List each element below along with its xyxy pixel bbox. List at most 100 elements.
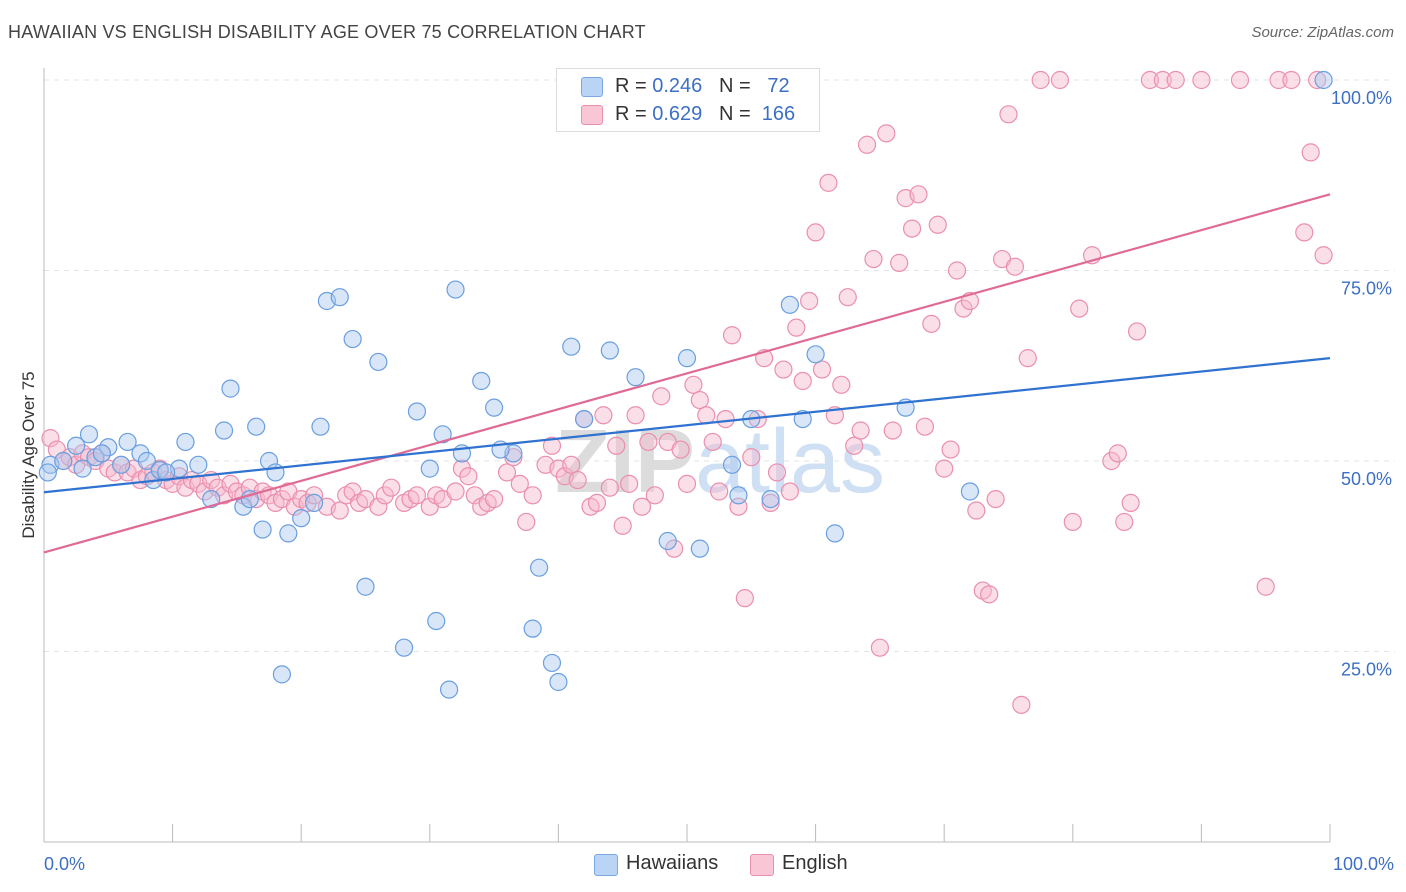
hawaiians-point <box>825 524 844 543</box>
hawaiians-point <box>407 402 427 421</box>
english-point <box>1140 70 1160 90</box>
hawaiians-point <box>369 352 388 372</box>
english-point <box>780 482 799 501</box>
english-point <box>935 459 954 478</box>
english-point <box>105 463 124 482</box>
watermark-zip: ZIP <box>555 412 695 512</box>
bottom-english-label: English <box>782 852 848 874</box>
english-point <box>330 501 349 520</box>
english-point <box>41 429 60 448</box>
english-point <box>517 512 536 532</box>
english-point <box>632 497 652 516</box>
english-point <box>1295 223 1314 242</box>
english-point <box>1102 451 1121 471</box>
english-point <box>375 486 394 505</box>
axes <box>43 68 1331 843</box>
english-point <box>1308 70 1327 90</box>
hawaiians-point <box>427 611 446 631</box>
hawaiians-point <box>485 398 504 417</box>
chart-title: HAWAIIAN VS ENGLISH DISABILITY AGE OVER … <box>8 22 646 42</box>
english-point <box>1018 349 1037 368</box>
english-point <box>671 440 690 459</box>
english-point <box>1301 143 1320 162</box>
hawaiians-point <box>530 558 549 577</box>
hawaiians-point <box>92 444 111 463</box>
hawaiians-point <box>446 280 465 299</box>
hawaiians-point <box>157 463 176 482</box>
english-point <box>722 326 742 345</box>
english-point <box>800 291 819 311</box>
hawaiians-point <box>722 455 742 474</box>
watermark: ZIPatlas <box>555 412 885 512</box>
english-point <box>639 432 658 452</box>
hawaiians-point <box>677 349 697 368</box>
english-point <box>1070 299 1089 318</box>
english-point <box>1050 70 1070 90</box>
hawaiians-point <box>234 497 253 516</box>
english-point <box>459 467 478 486</box>
english-point <box>819 173 838 192</box>
hawaiians-trend-line <box>43 357 1331 494</box>
english-point <box>857 135 877 154</box>
hawaiians-point <box>176 432 195 452</box>
english-point <box>890 253 909 272</box>
hawaiians-point <box>311 417 330 436</box>
english-point <box>562 455 581 474</box>
x-tick-label: 0.0% <box>44 854 85 874</box>
english-point <box>542 436 562 455</box>
english-point <box>1115 512 1134 532</box>
hawaiians-point <box>343 329 362 349</box>
english-point <box>594 406 613 425</box>
english-point <box>626 406 645 425</box>
hawaiians-point <box>761 490 780 509</box>
hawaiians-point <box>112 455 131 474</box>
hawaiians-point <box>247 417 266 436</box>
hawaiians-point <box>600 341 619 360</box>
bottom-hawaiians-swatch <box>594 854 618 876</box>
series-hawaiians <box>38 70 1333 699</box>
hawaiians-point <box>292 509 311 528</box>
english-point <box>620 474 639 493</box>
english-point <box>1166 70 1185 90</box>
english-point <box>452 459 472 478</box>
hawaiians-point <box>304 493 324 513</box>
english-point <box>1012 695 1031 714</box>
hawaiians-point <box>54 451 73 471</box>
english-point <box>1192 70 1211 90</box>
english-swatch <box>581 105 603 125</box>
english-point <box>735 589 754 608</box>
hawaiians-point <box>356 577 375 596</box>
source-label: Source: ZipAtlas.com <box>1251 24 1394 41</box>
hawaiians-point <box>73 459 92 478</box>
x-tick-label: 100.0% <box>1333 854 1394 874</box>
english-point <box>1121 493 1140 513</box>
hawaiians-point <box>330 288 349 307</box>
english-point <box>787 318 806 337</box>
english-point <box>774 360 793 379</box>
english-point <box>806 223 825 242</box>
english-point <box>407 486 427 505</box>
hawaiians-point <box>780 295 799 314</box>
hawaiians-point <box>131 444 150 463</box>
axis-labels: 25.0% 50.0% 75.0% 100.0% 0.0% 100.0% Disabilit… <box>19 88 1394 874</box>
english-point <box>716 409 735 429</box>
hawaiians-point <box>137 451 156 471</box>
english-point <box>922 314 941 333</box>
english-point <box>838 288 857 307</box>
hawaiians-point <box>806 345 825 364</box>
english-point <box>710 482 729 501</box>
english-point <box>446 482 465 501</box>
english-point <box>684 375 703 394</box>
y-tick-label: 75.0% <box>1341 279 1392 299</box>
hawaiians-point <box>38 463 57 482</box>
english-point <box>645 486 664 505</box>
hawaiians-point <box>253 520 272 539</box>
english-point <box>1282 70 1301 90</box>
hawaiians-point <box>214 421 234 440</box>
hawaiians-swatch <box>581 77 603 97</box>
english-point <box>986 490 1005 509</box>
hawaiians-point <box>690 539 709 558</box>
y-tick-label: 50.0% <box>1341 469 1392 489</box>
english-point <box>221 474 240 493</box>
english-point <box>382 478 401 497</box>
